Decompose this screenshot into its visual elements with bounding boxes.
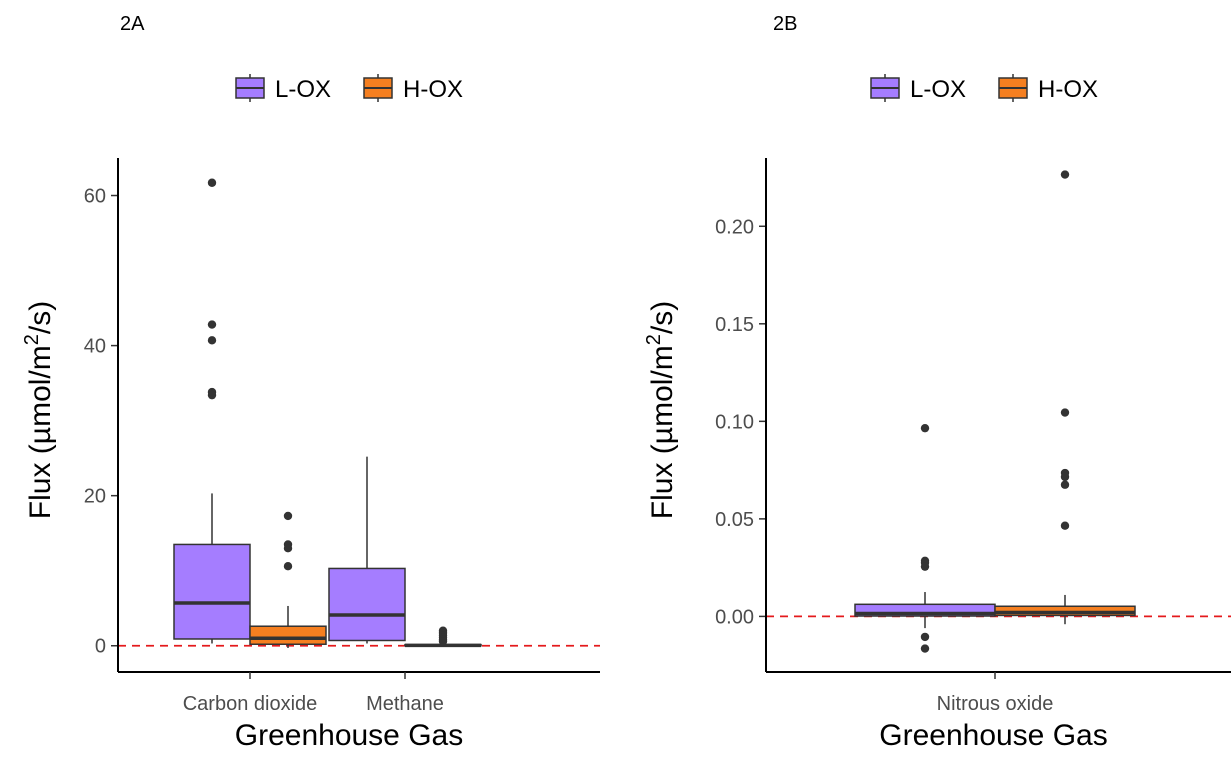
y-tick-label: 0.20 bbox=[715, 216, 754, 238]
box-l-ox-nitrous-oxide bbox=[854, 423, 996, 653]
outlier-point bbox=[207, 320, 217, 329]
x-axis-title: Greenhouse Gas bbox=[879, 719, 1107, 752]
y-axis-title: Flux (µmol/m2/s) bbox=[21, 301, 57, 519]
y-tick-label: 20 bbox=[84, 486, 106, 508]
outlier-point bbox=[920, 632, 930, 642]
box-iqr bbox=[249, 625, 327, 645]
legend-label-l-ox: L-OX bbox=[910, 76, 966, 103]
legend-label-l-ox: L-OX bbox=[275, 76, 331, 103]
outlier-point bbox=[283, 511, 293, 521]
panel-2a: 2A L-OX H-OX 0 20 40 60 Carbon dioxide Methane Gr… bbox=[21, 13, 600, 752]
legend-key-l-ox bbox=[870, 74, 900, 102]
outlier-point bbox=[1060, 521, 1070, 530]
legend-label-h-ox: H-OX bbox=[1038, 76, 1098, 103]
panel-label: 2A bbox=[120, 13, 145, 35]
y-tick-label: 0.05 bbox=[715, 509, 754, 531]
box-h-ox-methane bbox=[404, 626, 482, 648]
outlier-point bbox=[438, 637, 448, 646]
outlier-point bbox=[1060, 480, 1070, 489]
outlier-point bbox=[283, 543, 293, 553]
outlier-point bbox=[1060, 408, 1070, 417]
box-h-ox-carbon-dioxide bbox=[249, 511, 327, 648]
outlier-point bbox=[207, 336, 217, 345]
y-tick-label: 0.15 bbox=[715, 314, 754, 336]
box-iqr bbox=[173, 543, 251, 640]
legend-label-h-ox: H-OX bbox=[403, 76, 463, 103]
legend: L-OX H-OX bbox=[870, 74, 1098, 103]
outlier-point bbox=[1060, 170, 1070, 179]
y-tick-label: 60 bbox=[84, 186, 106, 208]
outlier-point bbox=[1060, 472, 1070, 482]
outlier-point bbox=[920, 644, 930, 653]
x-tick-label: Carbon dioxide bbox=[183, 693, 318, 715]
legend-key-h-ox bbox=[363, 74, 393, 102]
x-tick-label: Nitrous oxide bbox=[937, 693, 1054, 715]
box-iqr bbox=[328, 567, 406, 642]
legend-key-h-ox bbox=[998, 74, 1028, 102]
outlier-point bbox=[283, 561, 293, 571]
y-tick-label: 40 bbox=[84, 336, 106, 358]
outlier-point bbox=[207, 390, 217, 400]
y-axis-title: Flux (µmol/m2/s) bbox=[643, 301, 679, 519]
x-axis-title: Greenhouse Gas bbox=[235, 719, 463, 752]
outlier-point bbox=[920, 423, 930, 433]
y-tick-label: 0.10 bbox=[715, 411, 754, 433]
panel-label: 2B bbox=[773, 13, 797, 35]
panel-2b: 2B L-OX H-OX 0.00 0.05 0.10 0.15 0.20 Nitrous ox… bbox=[643, 13, 1231, 752]
box-l-ox-carbon-dioxide bbox=[173, 178, 251, 644]
outlier-point bbox=[920, 562, 930, 571]
outlier-point bbox=[207, 178, 217, 187]
box-h-ox-nitrous-oxide bbox=[994, 170, 1136, 625]
x-tick-label: Methane bbox=[366, 693, 444, 715]
box-l-ox-methane bbox=[328, 456, 406, 644]
y-tick-label: 0.00 bbox=[715, 606, 754, 628]
legend: L-OX H-OX bbox=[235, 74, 463, 103]
y-tick-label: 0 bbox=[95, 636, 106, 658]
legend-key-l-ox bbox=[235, 74, 265, 102]
